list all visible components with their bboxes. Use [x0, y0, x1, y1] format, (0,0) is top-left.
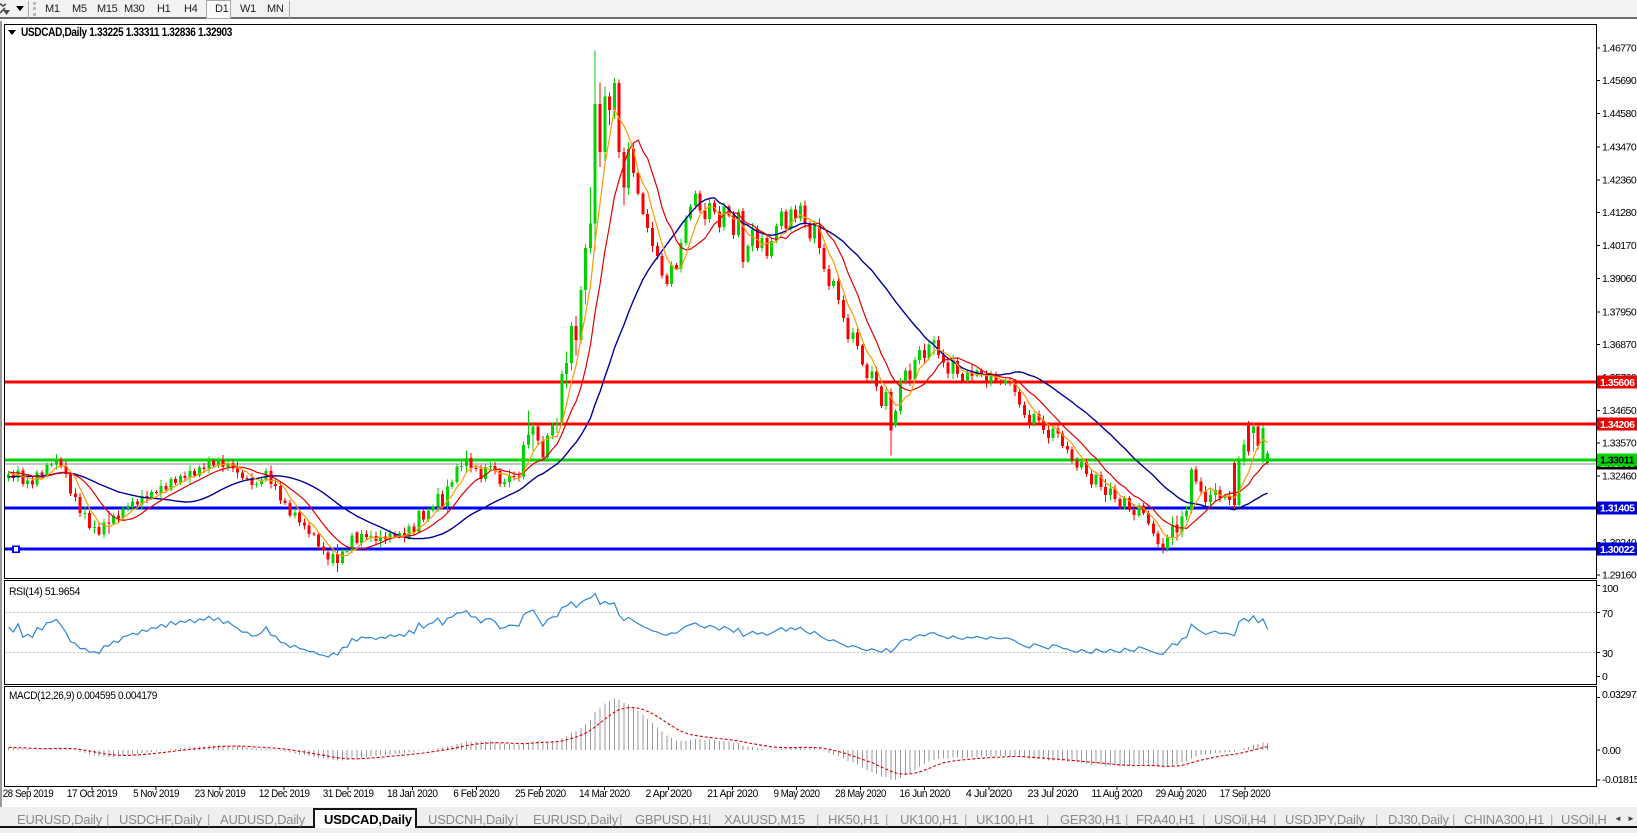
svg-text:11 Aug 2020: 11 Aug 2020 [1092, 788, 1143, 800]
svg-text:1.30022: 1.30022 [1600, 544, 1635, 556]
svg-text:100: 100 [1602, 583, 1619, 595]
svg-text:4 Jul 2020: 4 Jul 2020 [966, 788, 1012, 800]
svg-text:1.34650: 1.34650 [1602, 405, 1637, 417]
svg-text:28 May 2020: 28 May 2020 [835, 788, 886, 800]
svg-text:70: 70 [1602, 608, 1613, 620]
svg-text:RSI(14) 51.9654: RSI(14) 51.9654 [9, 586, 80, 598]
svg-text:17 Sep 2020: 17 Sep 2020 [1220, 788, 1271, 800]
svg-text:29 Aug 2020: 29 Aug 2020 [1156, 788, 1207, 800]
svg-text:USDCAD,Daily 1.33225 1.33311: USDCAD,Daily 1.33225 1.33311 1.32836 1.3… [21, 27, 232, 39]
svg-text:1.31405: 1.31405 [1600, 503, 1635, 515]
svg-text:6 Feb 2020: 6 Feb 2020 [453, 788, 499, 800]
svg-text:1.29160: 1.29160 [1602, 570, 1637, 582]
svg-text:25 Feb 2020: 25 Feb 2020 [515, 788, 566, 800]
svg-text:5 Nov 2019: 5 Nov 2019 [133, 788, 179, 800]
svg-text:1.34206: 1.34206 [1600, 419, 1635, 431]
svg-text:1.41280: 1.41280 [1602, 207, 1637, 219]
svg-text:1.42360: 1.42360 [1602, 175, 1637, 187]
svg-text:1.39060: 1.39060 [1602, 273, 1637, 285]
svg-text:2 Apr 2020: 2 Apr 2020 [646, 788, 692, 800]
svg-text:1.33570: 1.33570 [1602, 438, 1637, 450]
svg-text:0: 0 [1602, 671, 1608, 683]
svg-text:23 Nov 2019: 23 Nov 2019 [195, 788, 246, 800]
svg-text:0.032972: 0.032972 [1602, 689, 1637, 701]
svg-text:21 Apr 2020: 21 Apr 2020 [707, 788, 758, 800]
svg-text:1.40170: 1.40170 [1602, 240, 1637, 252]
svg-text:1.32460: 1.32460 [1602, 471, 1637, 483]
svg-text:0.00: 0.00 [1602, 745, 1621, 757]
svg-text:1.36870: 1.36870 [1602, 339, 1637, 351]
svg-text:1.37950: 1.37950 [1602, 306, 1637, 318]
svg-text:1.33011: 1.33011 [1600, 455, 1635, 467]
svg-text:MACD(12,26,9) 0.004595 0.00417: MACD(12,26,9) 0.004595 0.004179 [9, 690, 157, 702]
svg-text:16 Jun 2020: 16 Jun 2020 [899, 788, 950, 800]
svg-text:17 Oct 2019: 17 Oct 2019 [67, 788, 118, 800]
svg-text:31 Dec 2019: 31 Dec 2019 [323, 788, 374, 800]
svg-text:9 May 2020: 9 May 2020 [774, 788, 820, 800]
svg-text:1.43470: 1.43470 [1602, 141, 1637, 153]
svg-text:1.35606: 1.35606 [1600, 377, 1635, 389]
svg-text:30: 30 [1602, 648, 1613, 660]
svg-text:1.45690: 1.45690 [1602, 75, 1637, 87]
svg-text:14 Mar 2020: 14 Mar 2020 [579, 788, 630, 800]
svg-text:12 Dec 2019: 12 Dec 2019 [259, 788, 310, 800]
svg-text:18 Jan 2020: 18 Jan 2020 [387, 788, 438, 800]
svg-text:28 Sep 2019: 28 Sep 2019 [3, 788, 54, 800]
svg-text:23 Jul 2020: 23 Jul 2020 [1028, 788, 1079, 800]
svg-text:1.46770: 1.46770 [1602, 43, 1637, 55]
svg-text:1.44580: 1.44580 [1602, 108, 1637, 120]
svg-text:-0.018154: -0.018154 [1602, 774, 1637, 786]
